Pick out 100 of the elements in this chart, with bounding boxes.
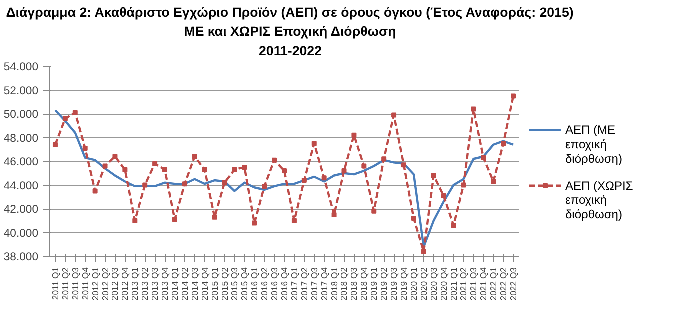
point — [481, 155, 486, 160]
point — [222, 180, 228, 186]
point — [292, 218, 297, 224]
x-tick-label: 2014 Q1 — [170, 267, 180, 301]
x-tick-label: 2011 Q4 — [80, 267, 90, 300]
point — [491, 179, 496, 184]
legend-label: ΑΕΠ (ΧΩΡΙΣ εποχική διόρθωση) — [566, 178, 634, 222]
point — [262, 184, 268, 189]
point — [182, 182, 188, 187]
point — [252, 220, 258, 226]
point — [152, 161, 158, 166]
point — [352, 132, 357, 138]
x-tick-label: 2020 Q3 — [428, 267, 439, 301]
x-tick-label: 2011 Q3 — [70, 267, 80, 300]
x-tick-label: 2014 Q4 — [200, 267, 210, 301]
x-tick-label: 2018 Q3 — [349, 267, 360, 301]
x-tick-label: 2016 Q4 — [280, 267, 290, 301]
x-tick-label: 2021 Q4 — [478, 267, 489, 301]
y-tick-label: 50.000 — [4, 109, 39, 121]
y-tick-label: 54.000 — [4, 62, 39, 74]
x-tick-label: 2013 Q1 — [130, 267, 140, 301]
x-tick-label: 2015 Q1 — [210, 267, 220, 301]
point — [172, 217, 178, 222]
x-tick-label: 2019 Q1 — [369, 267, 380, 301]
x-tick-label: 2020 Q1 — [408, 267, 419, 301]
chart-title: Διάγραμμα 2: Ακαθάριστο Εγχώριο Προϊόν (ΑΕΠ) σε όρους όγκου (Έτος Αναφοράς: 2015) — [6, 5, 574, 20]
x-tick-label: 2021 Q2 — [458, 267, 469, 301]
point — [142, 182, 148, 188]
y-tick-label: 44.000 — [4, 180, 39, 192]
point — [232, 167, 238, 172]
x-tick-label: 2019 Q4 — [398, 267, 409, 301]
point — [132, 218, 138, 224]
y-tick-label: 48.000 — [4, 132, 39, 145]
x-tick-label: 2012 Q1 — [90, 267, 100, 301]
point — [441, 193, 446, 198]
point — [342, 168, 347, 174]
point — [62, 116, 68, 122]
x-tick-label: 2019 Q2 — [379, 267, 390, 301]
x-tick-label: 2015 Q4 — [240, 267, 250, 301]
chart-subtitle: ΜΕ και ΧΩΡΙΣ Εποχική Διόρθωση 2011-2022 — [184, 24, 396, 58]
point — [451, 223, 456, 228]
y-tick-label: 46.000 — [4, 156, 39, 168]
point — [382, 156, 387, 162]
point — [202, 167, 208, 172]
x-tick-label: 2013 Q3 — [150, 267, 160, 301]
point — [92, 188, 98, 194]
x-tick-label: 2018 Q4 — [359, 267, 370, 301]
x-tick-label: 2014 Q2 — [180, 267, 190, 301]
x-tick-label: 2016 Q2 — [260, 267, 270, 301]
point — [212, 214, 218, 220]
x-tick-label: 2013 Q2 — [140, 267, 150, 301]
x-tick-label: 2022 Q3 — [508, 267, 519, 301]
x-tick-label: 2015 Q2 — [220, 267, 230, 301]
x-tick-label: 2011 Q2 — [60, 267, 70, 300]
point — [312, 141, 317, 146]
point — [392, 112, 397, 118]
x-tick-label: 2021 Q1 — [448, 267, 459, 301]
point — [421, 249, 426, 254]
point — [322, 176, 327, 181]
x-tick-label: 2016 Q1 — [250, 267, 260, 301]
x-tick-label: 2015 Q3 — [230, 267, 240, 301]
point — [362, 164, 367, 169]
legend-label: ΑΕΠ (ΜΕ εποχική διόρθωση) — [566, 123, 622, 166]
point — [72, 110, 78, 116]
point — [461, 182, 466, 188]
x-tick-label: 2018 Q2 — [339, 267, 350, 301]
x-tick-label: 2020 Q4 — [438, 267, 449, 301]
point — [122, 167, 128, 172]
x-tick-label: 2017 Q1 — [289, 267, 300, 301]
point — [192, 154, 198, 160]
x-tick-label: 2019 Q3 — [389, 267, 400, 301]
x-tick-label: 2022 Q1 — [488, 267, 499, 301]
x-tick-label: 2012 Q4 — [120, 267, 130, 301]
point — [372, 208, 377, 214]
point — [332, 212, 337, 218]
point — [302, 178, 307, 183]
point — [162, 167, 168, 172]
x-tick-label: 2017 Q4 — [319, 267, 330, 301]
x-tick-label: 2017 Q3 — [309, 267, 320, 301]
point — [52, 142, 58, 148]
point — [431, 173, 436, 178]
point — [501, 141, 506, 146]
x-tick-label: 2018 Q1 — [329, 267, 340, 301]
x-tick-label: 2020 Q2 — [418, 267, 429, 301]
point — [242, 164, 248, 170]
point — [401, 162, 406, 168]
x-tick-label: 2022 Q2 — [498, 267, 509, 301]
x-tick-label: 2013 Q4 — [160, 267, 170, 301]
y-tick-label: 52.000 — [4, 85, 39, 98]
x-tick-label: 2012 Q3 — [110, 267, 120, 301]
point — [511, 94, 516, 99]
y-tick-label: 42.000 — [4, 204, 39, 216]
y-tick-label: 40.000 — [4, 228, 39, 240]
point — [102, 164, 108, 169]
x-tick-label: 2016 Q3 — [270, 267, 280, 301]
point — [411, 216, 416, 221]
point — [82, 146, 88, 151]
x-tick-label: 2012 Q2 — [100, 267, 110, 301]
point — [282, 168, 287, 174]
x-tick-label: 2017 Q2 — [299, 267, 310, 301]
